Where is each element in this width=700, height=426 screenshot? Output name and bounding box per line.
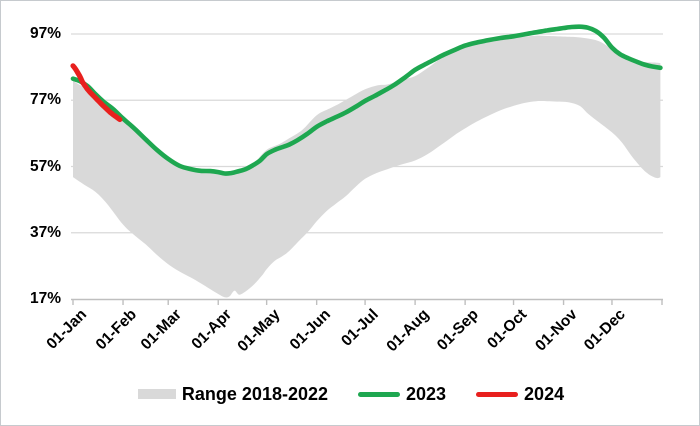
legend-item-2023: 2023	[358, 384, 446, 405]
y-tick-label: 57%	[29, 157, 61, 175]
legend: Range 2018-2022 2023 2024	[1, 377, 699, 411]
legend-label-2023: 2023	[406, 383, 447, 404]
y-tick-label: 77%	[29, 91, 61, 109]
y-tick-label: 97%	[29, 25, 61, 42]
legend-label-range: Range 2018-2022	[181, 383, 328, 404]
legend-swatch-range-band	[137, 389, 176, 399]
legend-label-2024: 2024	[524, 383, 565, 404]
line-2024	[70, 63, 123, 123]
line-2023	[70, 24, 663, 176]
range-band-area	[73, 35, 661, 298]
x-axis-ticks	[72, 299, 663, 305]
y-tick-label: 17%	[29, 290, 61, 307]
x-axis	[71, 298, 663, 305]
y-tick-label: 37%	[29, 223, 61, 241]
legend-item-2024: 2024	[476, 384, 564, 405]
legend-swatch-2023-line	[358, 391, 400, 397]
legend-item-range: Range 2018-2022	[137, 383, 328, 405]
legend-swatch-2024-line	[476, 391, 519, 397]
